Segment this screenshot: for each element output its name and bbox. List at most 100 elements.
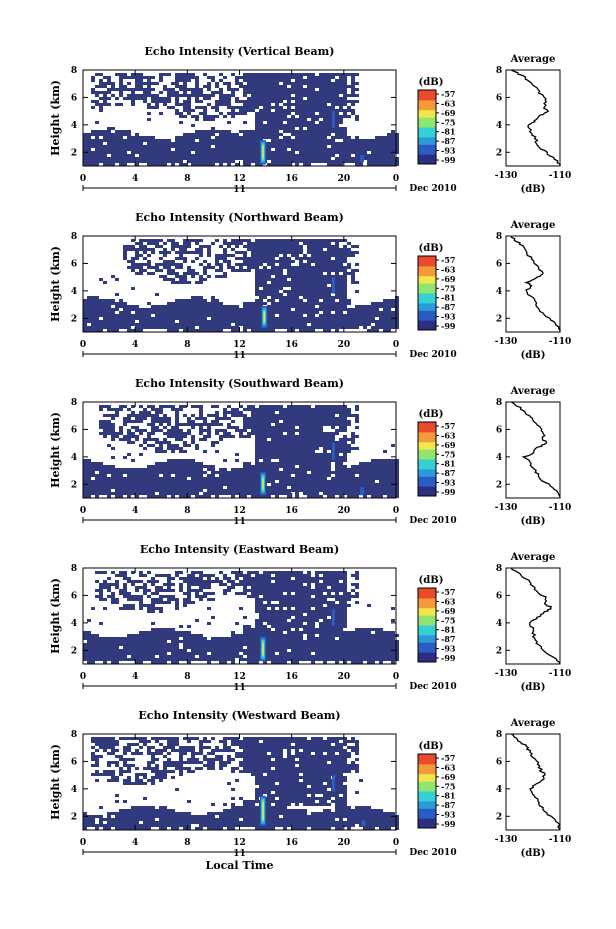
heatmap-cell: [287, 136, 291, 139]
heatmap-cell: [107, 142, 111, 145]
heatmap-cell: [271, 420, 275, 423]
heatmap-cell: [227, 112, 231, 115]
heatmap-cell: [395, 296, 399, 299]
heatmap-cell: [291, 441, 295, 444]
heatmap-cell: [275, 426, 279, 429]
heatmap-cell: [291, 242, 295, 245]
heatmap-cell: [291, 471, 295, 474]
heatmap-cell: [355, 471, 359, 474]
heatmap-cell: [143, 248, 147, 251]
heatmap-cell: [167, 477, 171, 480]
heatmap-cell: [335, 432, 339, 435]
heatmap-cell: [211, 305, 215, 308]
heatmap-cell: [247, 100, 251, 103]
heatmap-cell: [179, 160, 183, 163]
heatmap-cell: [259, 281, 263, 284]
heatmap-cell: [355, 414, 359, 417]
heatmap-cell: [279, 477, 283, 480]
heatmap-cell: [311, 441, 315, 444]
heatmap-cell: [143, 154, 147, 157]
heatmap-cell: [343, 453, 347, 456]
heatmap-cell: [295, 495, 299, 498]
heatmap-cell: [299, 489, 303, 492]
heatmap-cell: [343, 239, 347, 242]
heatmap-cell: [239, 82, 243, 85]
heatmap-cell: [187, 272, 191, 275]
heatmap-cell: [151, 239, 155, 242]
heatmap-cell: [107, 76, 111, 79]
heatmap-cell: [319, 103, 323, 106]
heatmap-cell: [211, 329, 215, 332]
heatmap-cell: [275, 136, 279, 139]
heatmap-cell: [255, 73, 259, 76]
heatmap-cell: [275, 76, 279, 79]
heatmap-cell: [211, 492, 215, 495]
heatmap-cell: [331, 142, 335, 145]
heatmap-cell: [195, 242, 199, 245]
heatmap-cell: [159, 145, 163, 148]
heatmap-cell: [179, 483, 183, 486]
heatmap-cell: [107, 414, 111, 417]
heatmap-cell: [295, 130, 299, 133]
heatmap-cell: [191, 477, 195, 480]
heatmap-cell: [295, 438, 299, 441]
heatmap-cell: [331, 486, 335, 489]
heatmap-cell: [343, 127, 347, 130]
heatmap-cell: [295, 474, 299, 477]
heatmap-cell: [219, 97, 223, 100]
heatmap-cell: [235, 408, 239, 411]
heatmap-cell: [351, 314, 355, 317]
heatmap-cell: [291, 160, 295, 163]
heatmap-cell: [183, 305, 187, 308]
heatmap-cell: [255, 320, 259, 323]
heatmap-cell: [335, 127, 339, 130]
heatmap-cell: [131, 435, 135, 438]
heatmap-cell: [387, 157, 391, 160]
heatmap-cell: [335, 242, 339, 245]
heatmap-cell: [307, 151, 311, 154]
heatmap-cell: [335, 151, 339, 154]
heatmap-cell: [347, 444, 351, 447]
heatmap-cell: [183, 100, 187, 103]
heatmap-cell: [295, 492, 299, 495]
heatmap-cell: [303, 459, 307, 462]
heatmap-cell: [155, 480, 159, 483]
heatmap-cell: [199, 462, 203, 465]
heatmap-cell: [259, 465, 263, 468]
heatmap-cell: [299, 157, 303, 160]
heatmap-cell: [283, 444, 287, 447]
heatmap-cell: [191, 414, 195, 417]
heatmap-cell: [247, 408, 251, 411]
heatmap-cell: [135, 251, 139, 254]
heatmap-cell: [227, 305, 231, 308]
heatmap-cell: [323, 127, 327, 130]
heatmap-cell: [139, 489, 143, 492]
heatmap-cell: [111, 127, 115, 130]
heatmap-cell: [151, 474, 155, 477]
average-frame: [505, 235, 561, 333]
heatmap-cell: [83, 631, 87, 634]
heatmap-cell: [315, 462, 319, 465]
heatmap-cell: [391, 314, 395, 317]
heatmap-cell: [255, 495, 259, 498]
heatmap-cell: [163, 73, 167, 76]
colorbar-step: [418, 463, 436, 467]
heatmap-cell: [367, 160, 371, 163]
heatmap-cell: [175, 480, 179, 483]
y-tick-label: 2: [71, 148, 77, 158]
heatmap-cell: [183, 109, 187, 112]
heatmap-cell: [219, 136, 223, 139]
heatmap-cell: [131, 263, 135, 266]
heatmap-cell: [227, 474, 231, 477]
heatmap-cell: [95, 314, 99, 317]
heatmap-cell: [331, 109, 335, 112]
heatmap-cell: [275, 251, 279, 254]
heatmap-cell: [183, 82, 187, 85]
heatmap-cell: [215, 142, 219, 145]
heatmap-cell: [271, 100, 275, 103]
heatmap-cell: [183, 471, 187, 474]
heatmap-cell: [131, 245, 135, 248]
heatmap-cell: [195, 239, 199, 242]
heatmap-cell: [183, 465, 187, 468]
heatmap-cell: [351, 474, 355, 477]
